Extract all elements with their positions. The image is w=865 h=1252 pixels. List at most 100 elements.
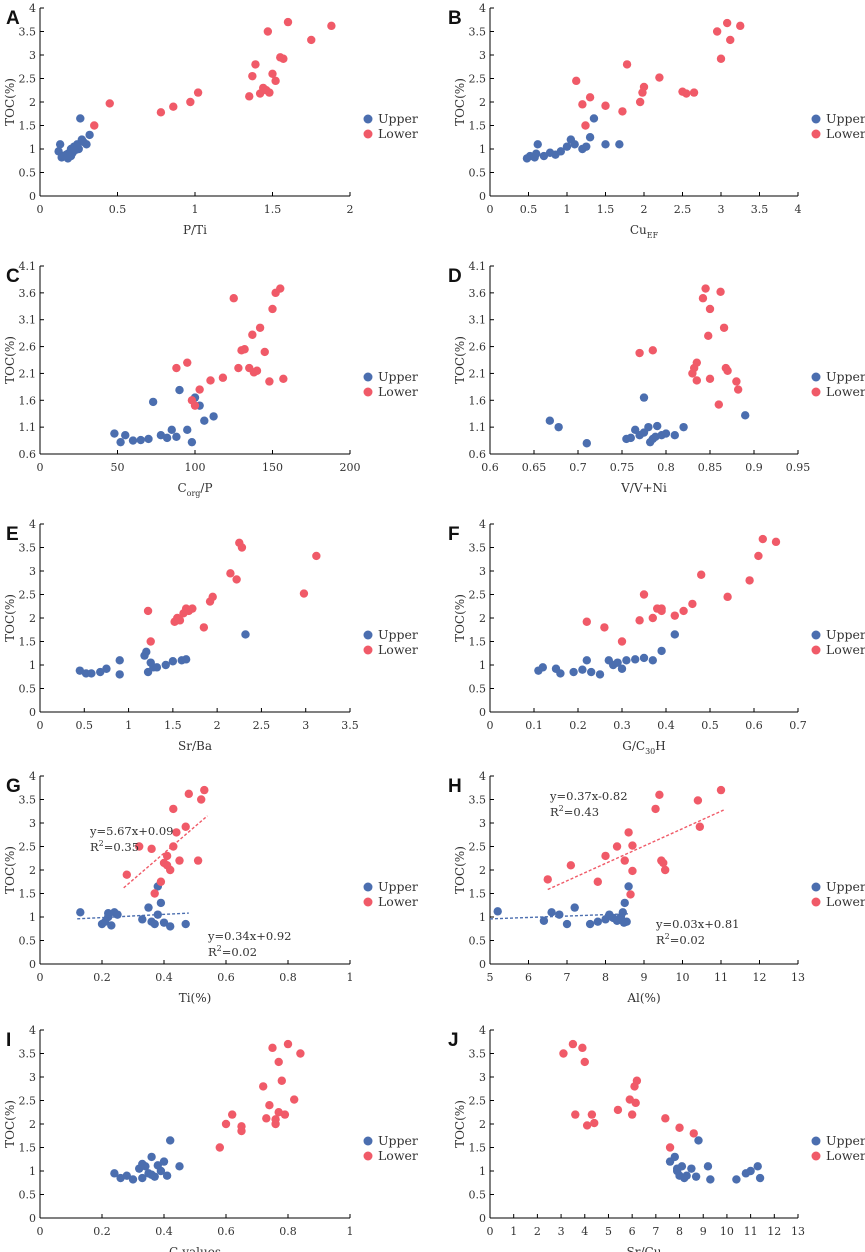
point-lower xyxy=(188,604,197,613)
point-upper xyxy=(147,1170,156,1179)
legend-label-lower: Lower xyxy=(378,126,418,141)
y-tick-label: 0 xyxy=(479,958,486,971)
point-lower xyxy=(172,363,181,373)
x-tick-label: 0.8 xyxy=(657,461,675,474)
x-tick-label: 150 xyxy=(262,461,283,474)
y-tick-label: 0.5 xyxy=(19,1189,37,1202)
point-lower xyxy=(181,822,190,831)
y-tick-label: 0.5 xyxy=(469,683,487,696)
point-upper xyxy=(138,1173,147,1183)
point-upper xyxy=(672,1166,682,1176)
y-tick-label: 4 xyxy=(29,770,36,783)
point-lower xyxy=(771,537,781,547)
panel-label: E xyxy=(6,524,19,545)
point-lower xyxy=(156,108,166,117)
point-upper xyxy=(153,910,162,919)
point-lower xyxy=(327,21,336,31)
point-upper xyxy=(670,630,679,639)
x-tick-label: 11 xyxy=(714,971,728,984)
point-upper xyxy=(547,908,556,917)
point-lower xyxy=(221,1119,231,1129)
point-upper xyxy=(166,922,175,931)
point-lower xyxy=(705,374,715,383)
point-lower xyxy=(705,304,715,314)
trendline-lower xyxy=(547,808,726,891)
y-tick-label: 1.5 xyxy=(19,120,37,133)
legend-marker-upper xyxy=(811,372,821,382)
legend-marker-lower xyxy=(811,1151,821,1161)
x-tick-label: 0.4 xyxy=(657,719,675,732)
y-tick-label: 4 xyxy=(479,518,486,531)
point-lower xyxy=(659,858,668,868)
point-lower xyxy=(215,1143,224,1152)
point-upper xyxy=(172,432,181,442)
panel-label: J xyxy=(448,1030,459,1051)
point-upper xyxy=(60,151,69,161)
point-lower xyxy=(697,570,706,579)
point-lower xyxy=(639,82,649,92)
point-upper xyxy=(624,882,633,891)
point-lower xyxy=(655,73,664,82)
y-tick-label: 4 xyxy=(29,2,36,15)
x-tick-label: 2 xyxy=(641,203,648,216)
point-lower xyxy=(635,97,645,107)
point-lower xyxy=(195,385,204,394)
y-tick-label: 3 xyxy=(479,1071,486,1084)
y-tick-label: 2.5 xyxy=(19,73,37,86)
x-tick-label: 13 xyxy=(791,1225,805,1238)
point-upper xyxy=(167,425,176,435)
point-upper xyxy=(556,147,566,156)
point-lower xyxy=(733,385,743,394)
panel-g: G 0 0.5 1 1.5 2 2.5 3 3.5 4 0 0.2 0.4 0.6 0.8 1 TOC(%) Ti… xyxy=(3,770,418,1005)
point-upper xyxy=(128,1175,138,1184)
point-upper xyxy=(582,142,591,151)
point-lower xyxy=(693,796,703,805)
legend-marker-lower xyxy=(811,387,821,397)
y-tick-label: 2.5 xyxy=(469,1095,487,1108)
x-tick-label: 10 xyxy=(720,1225,734,1238)
point-upper xyxy=(156,898,166,908)
legend-label-lower: Lower xyxy=(378,894,418,909)
y-tick-label: 2.5 xyxy=(469,73,487,86)
point-upper xyxy=(493,907,502,916)
y-tick-label: 3.6 xyxy=(469,287,487,300)
point-upper xyxy=(85,130,94,140)
legend-label-lower: Lower xyxy=(826,126,865,141)
legend-label-lower: Lower xyxy=(826,384,865,399)
point-upper xyxy=(679,422,688,432)
legend-marker-lower xyxy=(811,897,821,907)
point-upper xyxy=(150,919,159,929)
x-tick-label: 2 xyxy=(214,719,221,732)
point-upper xyxy=(585,919,595,929)
y-tick-label: 3.5 xyxy=(469,1048,487,1061)
y-axis-label: TOC(%) xyxy=(3,336,17,384)
point-upper xyxy=(162,433,172,443)
x-tick-label: 0 xyxy=(37,719,44,732)
panel-label: F xyxy=(448,524,460,545)
point-lower xyxy=(150,889,159,898)
point-lower xyxy=(704,331,713,341)
y-tick-label: 4 xyxy=(479,1024,486,1037)
point-upper xyxy=(595,670,605,679)
x-tick-label: 0.6 xyxy=(745,719,763,732)
x-tick-label: 7 xyxy=(564,971,571,984)
point-lower xyxy=(688,599,697,609)
point-upper xyxy=(593,917,602,926)
point-upper xyxy=(532,149,541,158)
point-lower xyxy=(122,870,131,879)
point-lower xyxy=(631,1098,640,1108)
x-tick-label: 0.75 xyxy=(610,461,635,474)
point-upper xyxy=(161,660,170,670)
point-lower xyxy=(245,92,254,101)
point-lower xyxy=(197,795,206,804)
point-lower xyxy=(90,121,99,130)
point-lower xyxy=(237,1126,246,1136)
point-upper xyxy=(110,1169,119,1178)
x-tick-label: 0.5 xyxy=(109,203,127,216)
point-lower xyxy=(600,623,609,632)
point-lower xyxy=(208,592,217,602)
y-tick-label: 2.6 xyxy=(469,341,487,354)
point-lower xyxy=(237,543,247,552)
point-lower xyxy=(252,366,262,375)
point-lower xyxy=(632,1076,642,1085)
